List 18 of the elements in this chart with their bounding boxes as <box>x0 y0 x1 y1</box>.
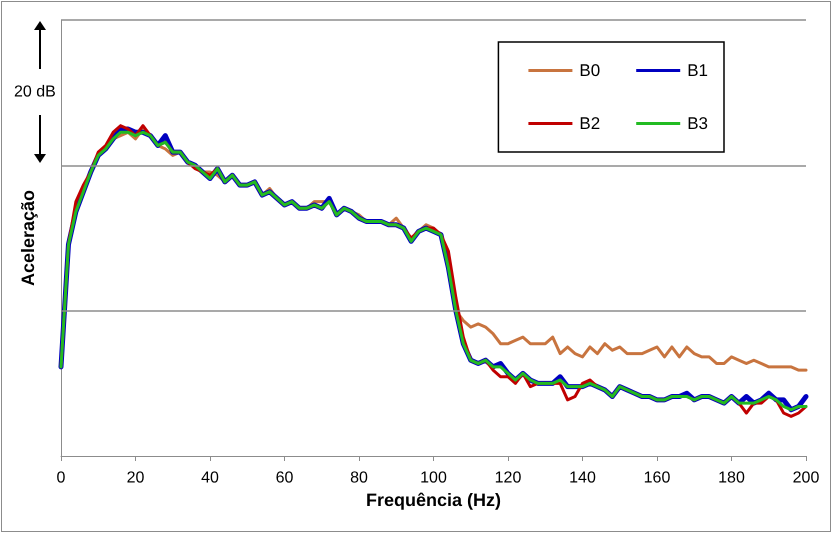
legend-label: B2 <box>579 114 600 133</box>
legend-label: B1 <box>687 61 708 80</box>
x-tick-label: 160 <box>644 470 670 486</box>
x-tick-label: 80 <box>350 470 368 486</box>
y-axis-title: Aceleração <box>18 190 38 286</box>
x-axis-title: Frequência (Hz) <box>366 490 502 510</box>
x-tick-label: 20 <box>126 470 144 486</box>
x-tick-label: 120 <box>494 470 522 486</box>
x-tick-label: 200 <box>792 470 820 486</box>
text: 20 dB <box>14 84 56 100</box>
x-tick-label: 140 <box>569 470 596 486</box>
legend-label: B0 <box>579 61 600 80</box>
x-tick-label: 60 <box>276 470 294 486</box>
x-tick-label: 100 <box>420 470 447 486</box>
x-tick-label: 40 <box>201 470 219 486</box>
x-tick-label: 0 <box>56 470 66 486</box>
legend-label: B3 <box>687 114 708 133</box>
x-tick-label: 180 <box>718 470 745 486</box>
